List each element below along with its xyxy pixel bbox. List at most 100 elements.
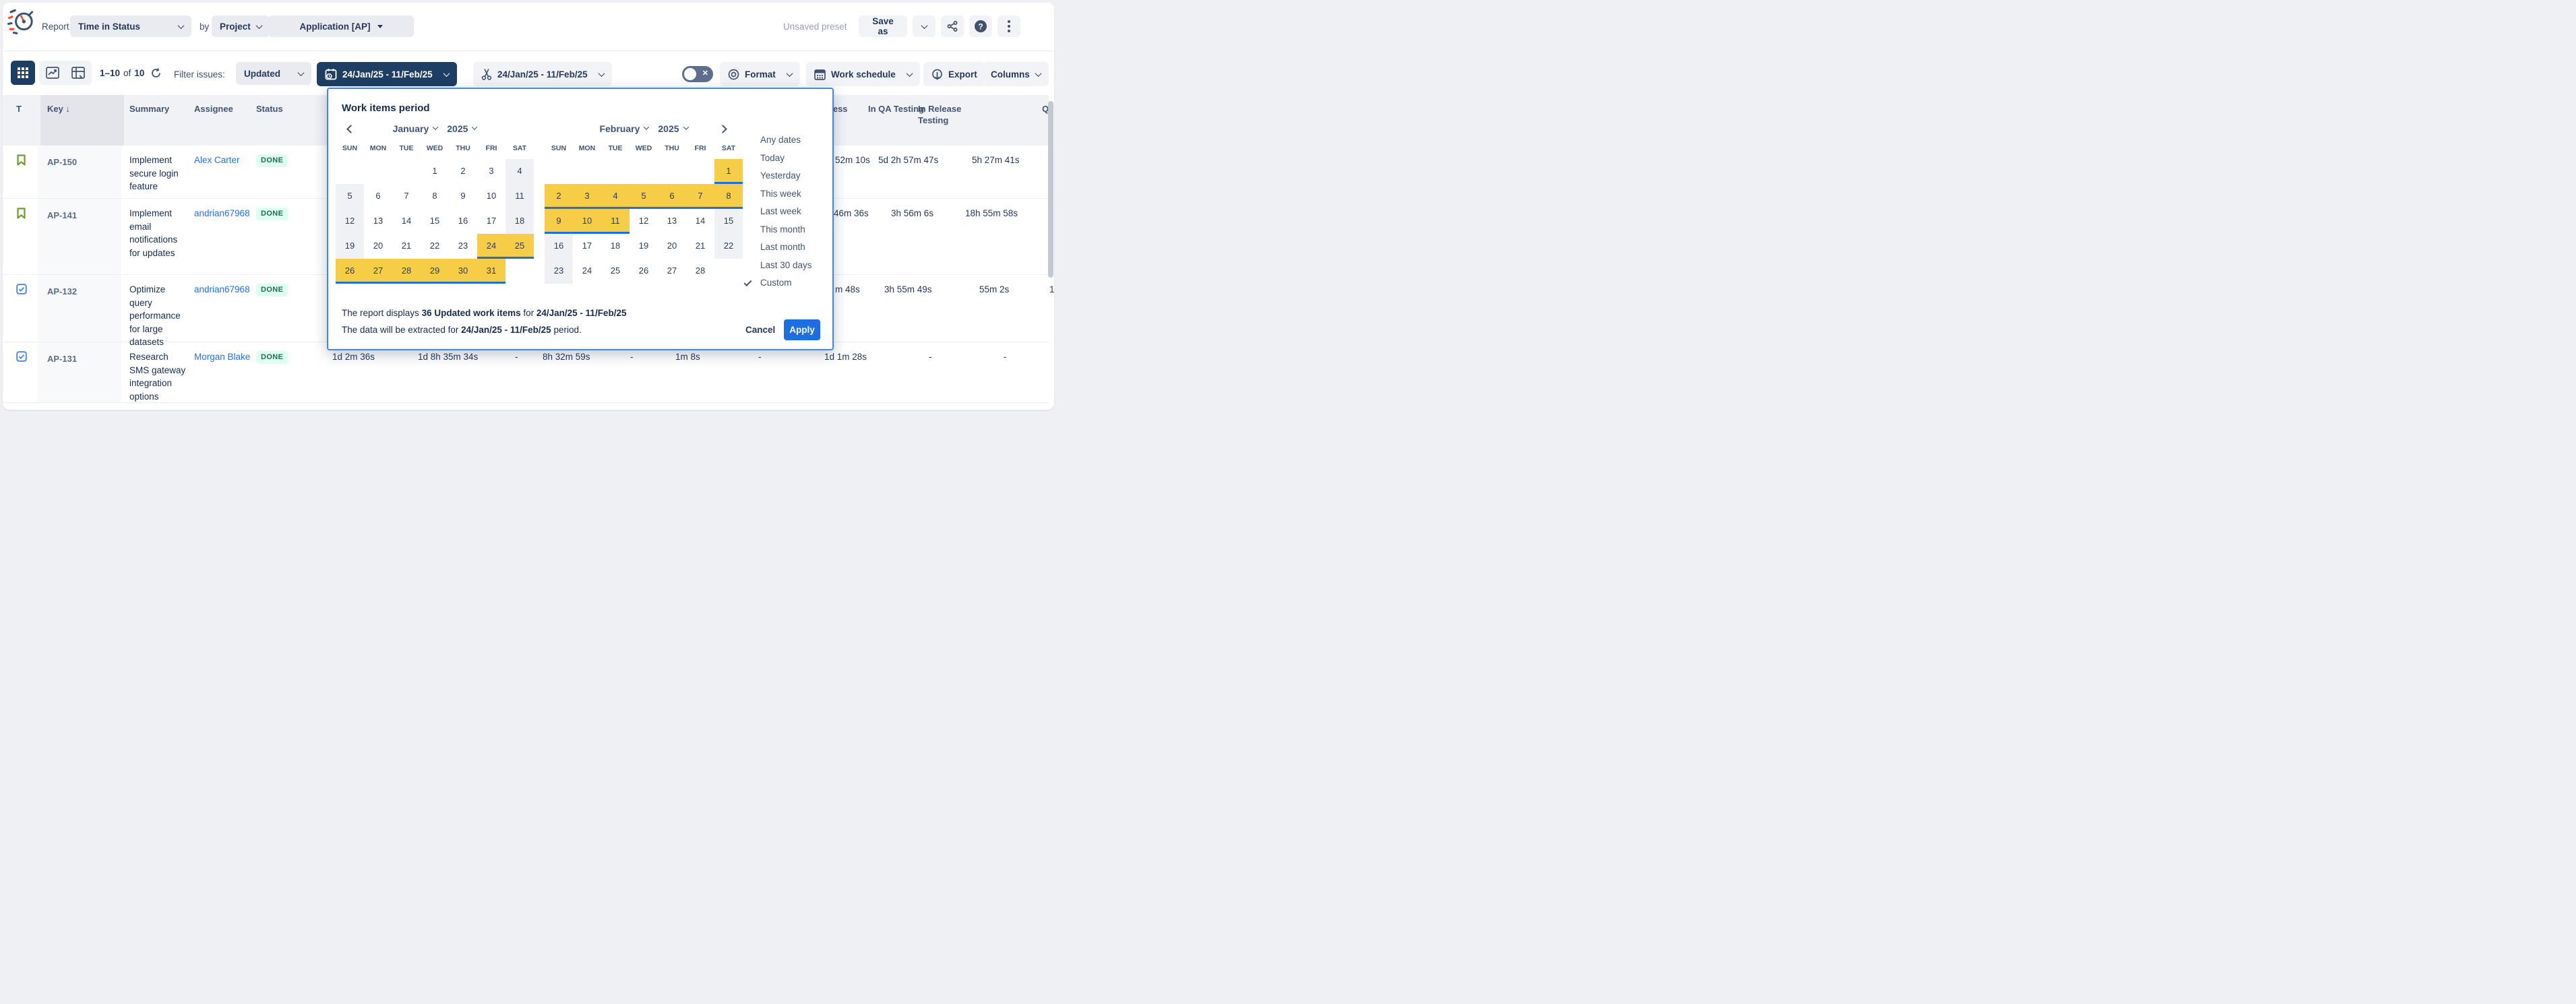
year-select[interactable]: 2025 [658, 123, 689, 134]
preset-custom[interactable]: Custom [743, 278, 792, 288]
calendar-day[interactable]: 1 [714, 159, 743, 184]
calendar-day[interactable]: 27 [364, 259, 392, 284]
calendar-day[interactable]: 12 [638, 215, 649, 226]
trim-period-button[interactable]: 24/Jan/25 - 11/Feb/25 [473, 62, 612, 86]
month-select[interactable]: February [599, 123, 650, 134]
calendar-day[interactable]: 8 [432, 190, 437, 201]
save-as-button[interactable]: Save as [859, 15, 907, 37]
calendar-day[interactable]: 22 [714, 234, 743, 259]
column-header-assignee[interactable]: Assignee [194, 104, 233, 114]
issues-period-button[interactable]: 24/Jan/25 - 11/Feb/25 [317, 62, 457, 86]
calendar-day[interactable]: 8 [714, 184, 743, 209]
issue-key[interactable]: AP-150 [47, 157, 78, 167]
calendar-day[interactable]: 4 [505, 159, 534, 184]
view-chart-button[interactable] [43, 64, 62, 82]
apply-button[interactable]: Apply [784, 319, 820, 340]
columns-button[interactable]: Columns [983, 62, 1049, 86]
calendar-day[interactable]: 17 [486, 215, 497, 226]
column-header-q[interactable]: Q [1042, 104, 1049, 114]
calendar-day[interactable]: 20 [667, 240, 677, 251]
calendar-day[interactable]: 3 [573, 184, 601, 209]
column-header-key[interactable]: Key ↓ [47, 104, 70, 114]
calendar-day[interactable]: 14 [401, 215, 412, 226]
preset-last-30-days[interactable]: Last 30 days [760, 259, 812, 270]
calendar-day[interactable]: 10 [573, 209, 601, 234]
refresh-icon[interactable] [150, 67, 162, 79]
calendar-day[interactable]: 28 [392, 259, 421, 284]
calendar-day[interactable]: 17 [582, 240, 592, 251]
preset-any-dates[interactable]: Any dates [760, 135, 801, 145]
calendar-day[interactable]: 21 [695, 240, 706, 251]
next-month-button[interactable] [718, 123, 730, 135]
preset-this-week[interactable]: This week [760, 188, 801, 199]
column-header-t[interactable]: T [16, 104, 22, 114]
vertical-scrollbar[interactable] [1048, 101, 1053, 278]
calendar-day[interactable]: 1 [432, 165, 437, 176]
calendar-day[interactable]: 26 [336, 259, 364, 284]
calendar-day[interactable]: 11 [505, 184, 534, 209]
preset-this-month[interactable]: This month [760, 224, 805, 234]
share-button[interactable] [941, 15, 964, 37]
calendar-day[interactable]: 23 [545, 259, 573, 284]
calendar-day[interactable]: 16 [545, 234, 573, 259]
calendar-day[interactable]: 18 [505, 209, 534, 234]
more-menu-button[interactable] [998, 15, 1020, 37]
calendar-day[interactable]: 31 [477, 259, 505, 284]
column-header-summary[interactable]: Summary [129, 104, 170, 114]
issue-assignee[interactable]: Alex Carter [194, 155, 240, 165]
view-pivot-button[interactable] [69, 64, 88, 82]
prev-month-button[interactable] [343, 123, 355, 135]
calendar-day[interactable]: 7 [686, 184, 714, 209]
calendar-day[interactable]: 5 [630, 184, 658, 209]
year-select[interactable]: 2025 [447, 123, 478, 134]
help-button[interactable]: ? [969, 15, 992, 37]
column-header-in-release[interactable]: In Release Testing [918, 104, 962, 125]
calendar-day[interactable]: 3 [489, 165, 494, 176]
issue-key[interactable]: AP-131 [47, 354, 78, 364]
issue-key[interactable]: AP-132 [47, 286, 78, 296]
calendar-day[interactable]: 6 [375, 190, 381, 201]
month-select[interactable]: January [393, 123, 439, 134]
issue-key[interactable]: AP-141 [47, 210, 78, 220]
calendar-day[interactable]: 20 [373, 240, 384, 251]
save-options-button[interactable] [913, 15, 936, 37]
export-button[interactable]: Export [923, 62, 985, 86]
calendar-day[interactable]: 22 [429, 240, 440, 251]
column-header-status[interactable]: Status [256, 104, 283, 114]
filter-field-select[interactable]: Updated [236, 62, 311, 85]
calendar-day[interactable]: 9 [460, 190, 466, 201]
calendar-day[interactable]: 15 [714, 209, 743, 234]
calendar-day[interactable]: 24 [477, 234, 505, 259]
calendar-day[interactable]: 27 [667, 265, 677, 276]
format-button[interactable]: Format [720, 62, 800, 86]
report-type-select[interactable]: Time in Status [70, 15, 191, 37]
calendar-day[interactable]: 21 [401, 240, 412, 251]
calendar-day[interactable]: 19 [638, 240, 649, 251]
calendar-day[interactable]: 24 [582, 265, 592, 276]
calendar-day[interactable]: 13 [373, 215, 384, 226]
calendar-day[interactable]: 18 [610, 240, 621, 251]
calendar-day[interactable]: 29 [421, 259, 449, 284]
calendar-day[interactable]: 15 [429, 215, 440, 226]
calendar-day[interactable]: 28 [695, 265, 706, 276]
preset-today[interactable]: Today [760, 152, 785, 163]
calendar-day[interactable]: 2 [460, 165, 466, 176]
view-table-button[interactable] [11, 61, 35, 85]
column-header-in-qa-testing[interactable]: In QA Testing [868, 104, 925, 114]
sum-toggle[interactable]: ✕ [682, 66, 713, 82]
issue-summary[interactable]: Optimize query performance for large dat… [129, 284, 181, 347]
work-schedule-button[interactable]: Work schedule [806, 62, 920, 86]
calendar-day[interactable]: 16 [458, 215, 468, 226]
project-select[interactable]: Application [AP] [268, 15, 414, 37]
calendar-day[interactable]: 26 [638, 265, 649, 276]
calendar-day[interactable]: 23 [458, 240, 468, 251]
group-by-select[interactable]: Project [212, 15, 270, 37]
preset-yesterday[interactable]: Yesterday [760, 170, 801, 181]
calendar-day[interactable]: 14 [695, 215, 706, 226]
issue-summary[interactable]: Implement secure login feature [129, 155, 179, 191]
calendar-day[interactable]: 30 [449, 259, 477, 284]
table-row-ap-131[interactable]: AP-131 Research SMS gateway integration o… [3, 342, 1049, 403]
calendar-day[interactable]: 25 [610, 265, 621, 276]
calendar-day[interactable]: 7 [404, 190, 409, 201]
calendar-day[interactable]: 2 [545, 184, 573, 209]
